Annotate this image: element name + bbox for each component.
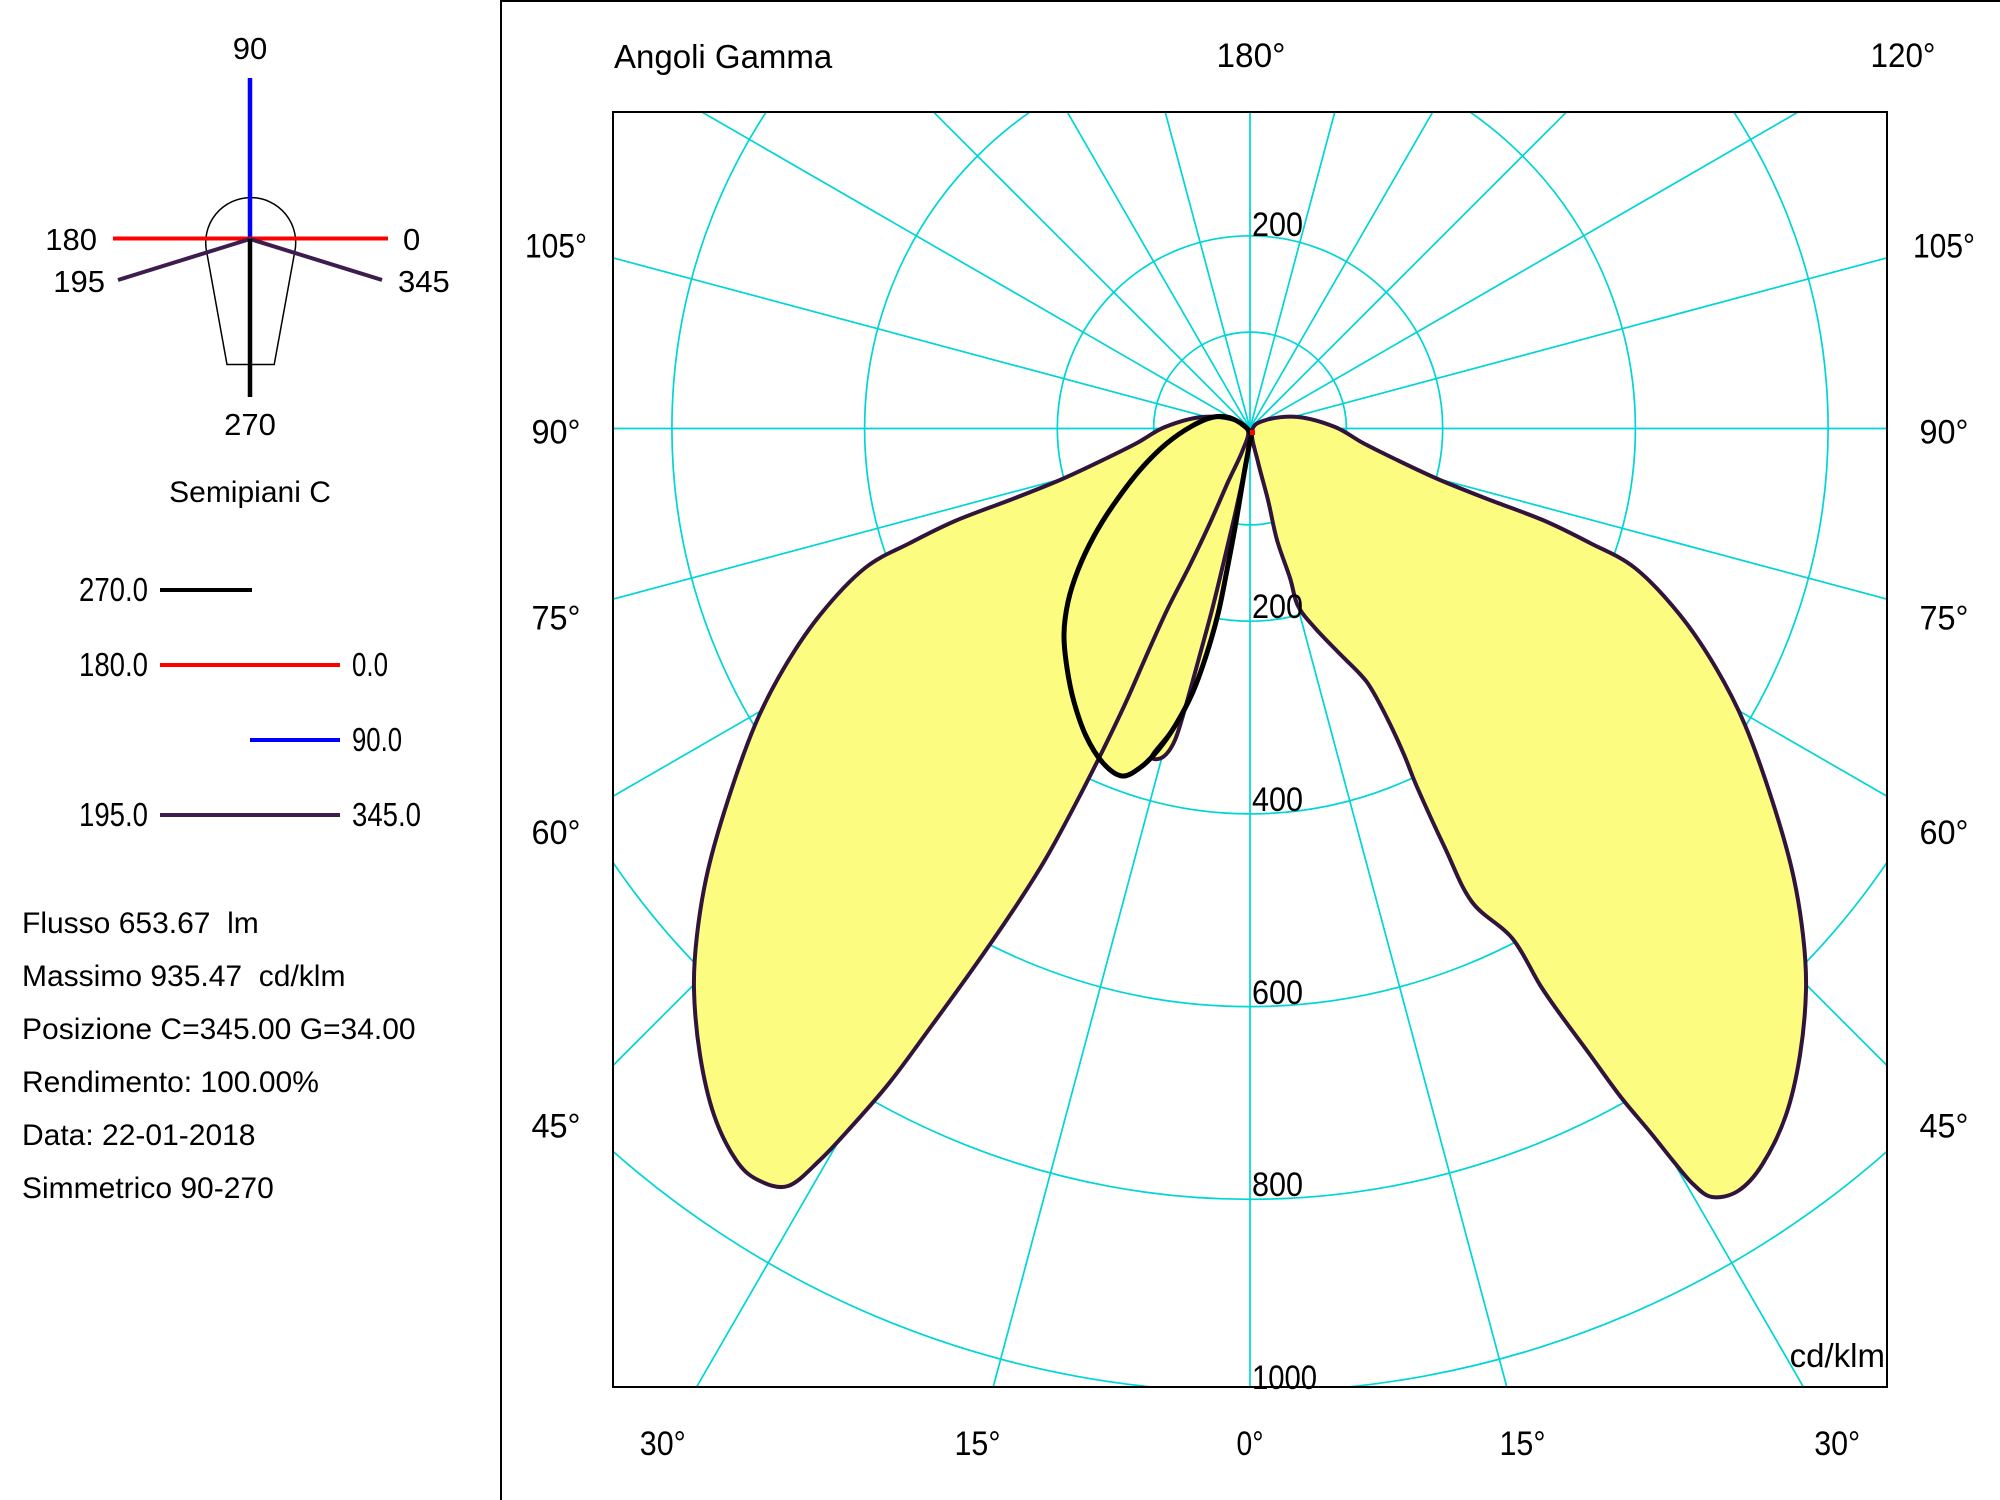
svg-text:270: 270 [224,407,276,442]
svg-text:120°: 120° [1871,37,1936,75]
svg-text:0.0: 0.0 [352,646,388,683]
svg-text:200: 200 [1252,588,1303,626]
svg-text:75°: 75° [532,600,581,638]
svg-text:Simmetrico 90-270: Simmetrico 90-270 [22,1172,274,1205]
svg-text:Rendimento: 100.00%: Rendimento: 100.00% [22,1066,319,1099]
svg-text:90°: 90° [1920,414,1969,452]
svg-text:75°: 75° [1920,600,1969,638]
svg-text:0°: 0° [1237,1425,1264,1463]
svg-text:Flusso 653.67 lm: Flusso 653.67 lm [22,907,259,940]
svg-text:45°: 45° [532,1108,581,1146]
svg-text:105°: 105° [525,228,587,266]
svg-text:345: 345 [398,264,450,299]
svg-text:0: 0 [403,222,420,257]
svg-text:90: 90 [233,31,267,66]
svg-text:180: 180 [45,222,97,257]
svg-text:60°: 60° [1920,814,1969,852]
svg-text:15°: 15° [955,1425,1001,1463]
svg-text:600: 600 [1252,974,1303,1012]
svg-text:15°: 15° [1500,1425,1546,1463]
svg-text:270.0: 270.0 [79,571,148,608]
svg-text:105°: 105° [1913,228,1975,266]
svg-text:195: 195 [53,264,105,299]
svg-text:90°: 90° [532,414,581,452]
svg-text:180°: 180° [1217,37,1286,75]
svg-text:60°: 60° [532,814,581,852]
svg-text:Data: 22-01-2018: Data: 22-01-2018 [22,1119,256,1152]
svg-text:Semipiani C: Semipiani C [169,476,331,509]
svg-text:400: 400 [1252,781,1303,819]
svg-text:45°: 45° [1920,1108,1969,1146]
svg-text:30°: 30° [640,1425,686,1463]
svg-text:Posizione C=345.00 G=34.00: Posizione C=345.00 G=34.00 [22,1013,416,1046]
svg-text:Angoli Gamma: Angoli Gamma [614,38,833,75]
svg-text:800: 800 [1252,1166,1303,1204]
svg-text:180.0: 180.0 [79,646,148,683]
svg-text:Massimo 935.47 cd/klm: Massimo 935.47 cd/klm [22,960,345,993]
svg-text:200: 200 [1252,206,1303,244]
svg-text:1000: 1000 [1252,1359,1317,1397]
svg-text:90.0: 90.0 [352,721,402,758]
svg-text:cd/klm: cd/klm [1790,1337,1885,1374]
svg-text:195.0: 195.0 [79,796,148,833]
svg-text:345.0: 345.0 [352,796,421,833]
svg-text:30°: 30° [1814,1425,1860,1463]
